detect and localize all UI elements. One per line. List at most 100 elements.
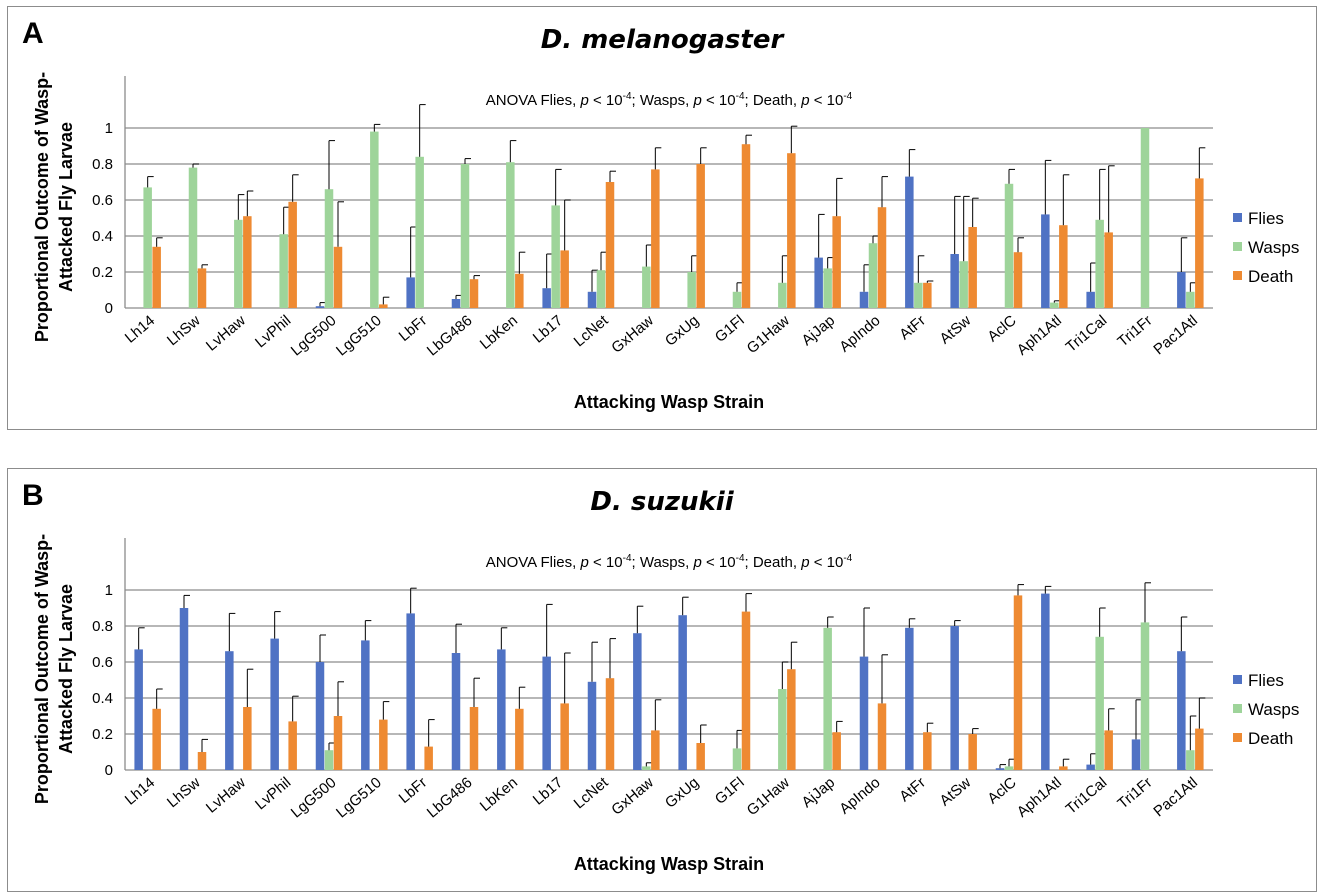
x-tick-label: ApIndo bbox=[836, 312, 883, 356]
y-tick-label: 0.6 bbox=[92, 654, 113, 671]
bar-death bbox=[968, 227, 977, 308]
bar-wasps bbox=[324, 189, 334, 308]
y-tick-label: 0.2 bbox=[92, 264, 113, 281]
annotation-part: ANOVA Flies, bbox=[486, 554, 581, 571]
bar-death bbox=[877, 703, 887, 770]
bar-flies bbox=[270, 638, 279, 770]
bar-wasps bbox=[370, 131, 379, 308]
bar-flies bbox=[678, 615, 687, 770]
bar-wasps bbox=[778, 689, 787, 770]
bar-flies bbox=[315, 662, 325, 770]
y-axis-label: Proportional Outcome of Wasp- Attacked Fl… bbox=[32, 72, 76, 342]
bar-death bbox=[787, 153, 796, 308]
bar-flies bbox=[1086, 291, 1095, 308]
legend-label-wasps: Wasps bbox=[1248, 700, 1299, 719]
bar-wasps bbox=[324, 750, 334, 770]
x-tick-label: LbKen bbox=[477, 312, 521, 353]
bar-flies bbox=[179, 608, 189, 770]
bar-death bbox=[152, 708, 161, 770]
bar-death bbox=[424, 746, 433, 770]
annotation-part: < 10 bbox=[810, 554, 844, 571]
legend-swatch-death bbox=[1233, 271, 1242, 280]
bar-flies bbox=[1041, 593, 1050, 770]
x-tick-label: Lb17 bbox=[530, 312, 566, 346]
annotation-part: p bbox=[579, 554, 588, 571]
annotation-part: < 10 bbox=[702, 554, 736, 571]
bar-flies bbox=[451, 299, 461, 308]
bar-wasps bbox=[778, 282, 787, 308]
annotation-part: < 10 bbox=[589, 554, 623, 571]
y-tick-label: 0.8 bbox=[92, 156, 113, 173]
bar-death bbox=[1059, 766, 1068, 770]
x-tick-label: LcNet bbox=[571, 774, 613, 813]
bar-flies bbox=[1177, 651, 1186, 770]
bar-flies bbox=[542, 288, 551, 308]
y-axis-label-line: Proportional Outcome of Wasp- bbox=[32, 534, 52, 804]
annotation-part: p bbox=[692, 554, 701, 571]
legend-label-wasps: Wasps bbox=[1248, 238, 1299, 257]
bar-wasps bbox=[234, 219, 243, 308]
bar-wasps bbox=[1004, 183, 1014, 308]
x-tick-label: Pac1Atl bbox=[1150, 774, 1201, 820]
bar-death bbox=[1013, 595, 1023, 770]
x-tick-label: Pac1Atl bbox=[1150, 312, 1201, 358]
annotation-part: p bbox=[800, 92, 809, 109]
x-tick-label: Lb17 bbox=[530, 774, 566, 808]
x-tick-label: G1Haw bbox=[744, 774, 793, 819]
bar-wasps bbox=[914, 282, 923, 308]
bar-flies bbox=[361, 640, 370, 770]
legend-swatch-flies bbox=[1233, 213, 1242, 222]
x-tick-label: GxUg bbox=[662, 774, 702, 812]
bar-flies bbox=[905, 176, 914, 308]
bar-wasps bbox=[732, 748, 742, 770]
bar-death bbox=[469, 279, 479, 308]
bar-flies bbox=[225, 651, 234, 770]
annotation-part: ; Death, bbox=[745, 92, 802, 109]
bar-wasps bbox=[1095, 219, 1104, 308]
y-axis-label: Proportional Outcome of Wasp- Attacked Fl… bbox=[32, 534, 76, 804]
x-axis-label: Attacking Wasp Strain bbox=[574, 854, 764, 874]
bar-wasps bbox=[642, 266, 651, 308]
annotation-part: ANOVA Flies, bbox=[486, 92, 581, 109]
x-tick-label: LgG500 bbox=[288, 774, 340, 821]
bar-death bbox=[243, 707, 252, 770]
bar-death bbox=[197, 268, 207, 308]
bar-wasps bbox=[823, 268, 832, 308]
x-tick-label: Aph1Atl bbox=[1014, 312, 1065, 359]
x-tick-label: LgG510 bbox=[333, 774, 385, 821]
y-axis-label-line: Attacked Fly Larvae bbox=[56, 584, 76, 754]
bar-death bbox=[333, 246, 343, 308]
bar-death bbox=[1104, 730, 1113, 770]
anova-annotation: ANOVA Flies, p < 10-4; Wasps, p < 10-4; … bbox=[486, 91, 853, 109]
bar-death bbox=[923, 282, 932, 308]
legend-label-death: Death bbox=[1248, 267, 1293, 286]
bar-flies bbox=[859, 291, 869, 308]
bar-death bbox=[379, 719, 388, 770]
bar-wasps bbox=[687, 272, 696, 308]
x-tick-label: Tri1Fr bbox=[1114, 774, 1155, 812]
x-tick-label: GxHaw bbox=[608, 774, 657, 819]
x-tick-label: G1Fl bbox=[712, 774, 748, 808]
x-tick-label: GxHaw bbox=[608, 312, 657, 357]
bar-flies bbox=[905, 627, 914, 770]
bar-wasps bbox=[1186, 750, 1195, 770]
x-tick-label: Lh14 bbox=[122, 312, 158, 346]
legend-swatch-wasps bbox=[1233, 242, 1242, 251]
bar-death bbox=[333, 716, 343, 770]
annotation-part: < 10 bbox=[589, 92, 623, 109]
bar-death bbox=[832, 732, 841, 770]
y-tick-label: 0.4 bbox=[92, 228, 113, 245]
bar-flies bbox=[134, 649, 143, 770]
bar-flies bbox=[1131, 739, 1141, 770]
y-tick-label: 1 bbox=[105, 582, 113, 599]
x-tick-label: LhSw bbox=[164, 774, 204, 811]
bar-wasps bbox=[1140, 128, 1150, 308]
x-tick-label: Lh14 bbox=[122, 774, 158, 808]
annotation-part: ; Death, bbox=[745, 554, 802, 571]
bar-death bbox=[288, 201, 297, 308]
x-tick-label: AjJap bbox=[799, 312, 839, 349]
bar-death bbox=[560, 250, 569, 308]
bar-flies bbox=[633, 633, 642, 770]
chart-title: D. melanogaster bbox=[540, 25, 784, 55]
annotation-part: -4 bbox=[623, 91, 632, 102]
